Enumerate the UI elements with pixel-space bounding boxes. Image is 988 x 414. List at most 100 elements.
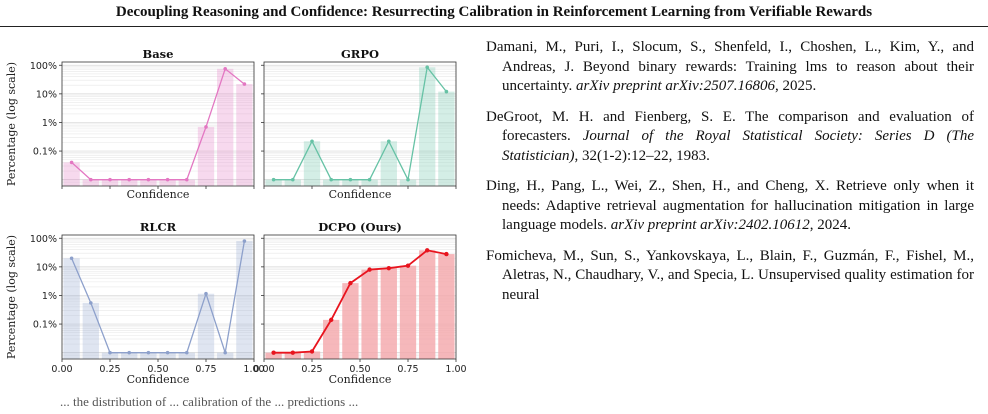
calibration-point (69, 256, 74, 261)
y-tick-label: 100% (30, 234, 57, 245)
calibration-point (367, 267, 372, 272)
y-tick-label: 0.1% (33, 320, 57, 331)
y-tick-label: 0.1% (33, 147, 57, 158)
calibration-point (146, 177, 151, 182)
calibration-point (127, 350, 131, 355)
histogram-bar (284, 179, 301, 186)
calibration-point (291, 177, 295, 182)
x-axis-label: Confidence (127, 373, 190, 384)
calibration-histograms: 0.1% 1% 10% 100% Base Confidence Percentage (l… (5, 47, 467, 384)
histogram-bar (159, 179, 176, 186)
calibration-point (406, 177, 410, 182)
x-axis-label: Confidence (329, 373, 392, 384)
histogram-bar (178, 179, 195, 186)
histogram-bar (82, 302, 99, 359)
y-tick-label: 1% (42, 118, 57, 129)
calibration-line (273, 249, 447, 354)
x-tick-label: 0.75 (397, 364, 418, 375)
x-tick-label: 1.00 (445, 364, 466, 375)
histogram-bar (342, 179, 359, 186)
reference-tail: , 2025. (775, 78, 817, 94)
calibration-point (242, 239, 247, 243)
reference-text: DeGroot, M. H. and Fienberg, S. E. The c… (486, 108, 974, 145)
reference-text: Fomicheva, M., Sun, S., Yankovskaya, L.,… (486, 247, 974, 303)
calibration-point (271, 350, 276, 355)
calibration-point (405, 263, 411, 268)
y-axis-label: Percentage (log scale) (5, 62, 18, 186)
calibration-point (329, 317, 334, 323)
histogram-bar (217, 68, 234, 186)
calibration-point (127, 177, 131, 182)
x-axis-label: Confidence (127, 188, 190, 201)
reference-venue: arXiv preprint arXiv:2402.10612 (610, 217, 810, 233)
x-tick-label: 0.75 (195, 364, 216, 375)
histogram-bar (419, 67, 436, 186)
histogram-bar (399, 179, 417, 186)
histogram-bar (323, 319, 340, 359)
panel-title: GRPO (341, 47, 379, 61)
calibration-point (185, 350, 189, 355)
calibration-point (425, 65, 430, 70)
x-tick-label: 0.25 (301, 364, 322, 375)
histogram-bar (82, 179, 99, 186)
reference-degroot: DeGroot, M. H. and Fienberg, S. E. The c… (486, 108, 974, 167)
calibration-point (69, 160, 74, 165)
calibration-point (310, 139, 314, 144)
paper-running-header: Decoupling Reasoning and Confidence: Res… (0, 0, 988, 27)
histogram-bar (217, 352, 234, 359)
calibration-point (444, 89, 449, 94)
x-tick-label: 0.00 (51, 364, 72, 375)
calibration-figure: 0.1% 1% 10% 100% Base Confidence Percentage (l… (0, 44, 470, 384)
x-tick-label: 0.25 (99, 364, 120, 375)
histogram-bar (303, 351, 321, 359)
histogram-bar (236, 84, 253, 186)
panel-title: Base (143, 47, 174, 61)
y-tick-label: 10% (36, 89, 57, 100)
calibration-point (348, 177, 353, 182)
histogram-bar (438, 91, 455, 186)
x-tick-label: 0.50 (147, 364, 168, 375)
histogram-bar (380, 268, 397, 359)
histogram-bar (284, 352, 301, 359)
reference-venue: Journal of the Royal Statistical Society… (502, 128, 974, 164)
calibration-point (204, 291, 208, 296)
histogram-bar (140, 179, 157, 186)
x-axis-label: Confidence (329, 188, 392, 201)
calibration-point (165, 177, 170, 182)
histogram-bar (342, 283, 359, 359)
calibration-point (444, 251, 449, 257)
y-axis-label: Percentage (log scale) (5, 235, 18, 359)
x-tick-label: 0.50 (349, 364, 370, 375)
calibration-point (367, 177, 372, 182)
x-tick-label: 1.00 (243, 364, 264, 375)
panel-title: RLCR (140, 220, 177, 234)
calibration-point (387, 139, 391, 144)
calibration-point (290, 350, 295, 355)
histogram-bar (265, 179, 282, 186)
histogram-bar (101, 179, 119, 186)
paper-title: Decoupling Reasoning and Confidence: Res… (115, 4, 873, 20)
histogram-bar (236, 241, 253, 359)
histogram-bar (303, 141, 321, 186)
histogram-bar (63, 162, 80, 186)
reference-tail: , 32(1-2):12–22, 1983. (574, 147, 710, 164)
calibration-line (71, 240, 246, 354)
reference-venue: arXiv preprint arXiv:2507.16806 (576, 78, 776, 94)
histogram-bar (323, 179, 340, 186)
references-column: Damani, M., Puri, I., Slocum, S., Shenfe… (486, 38, 974, 316)
histogram-bar (380, 141, 397, 186)
figure-caption-text: ... the distribution of ... calibration … (60, 394, 359, 409)
calibration-point (146, 350, 151, 355)
y-tick-label: 10% (36, 262, 57, 273)
histogram-bar (419, 250, 436, 359)
calibration-point (89, 177, 93, 182)
calibration-point (242, 82, 247, 86)
histogram-bar (361, 269, 378, 359)
calibration-point (329, 177, 334, 182)
histogram-bar (63, 258, 80, 359)
calibration-point (348, 280, 353, 286)
histogram-bar (178, 352, 195, 359)
calibration-point (204, 125, 208, 129)
histogram-bar (197, 293, 215, 359)
calibration-line (273, 65, 447, 182)
